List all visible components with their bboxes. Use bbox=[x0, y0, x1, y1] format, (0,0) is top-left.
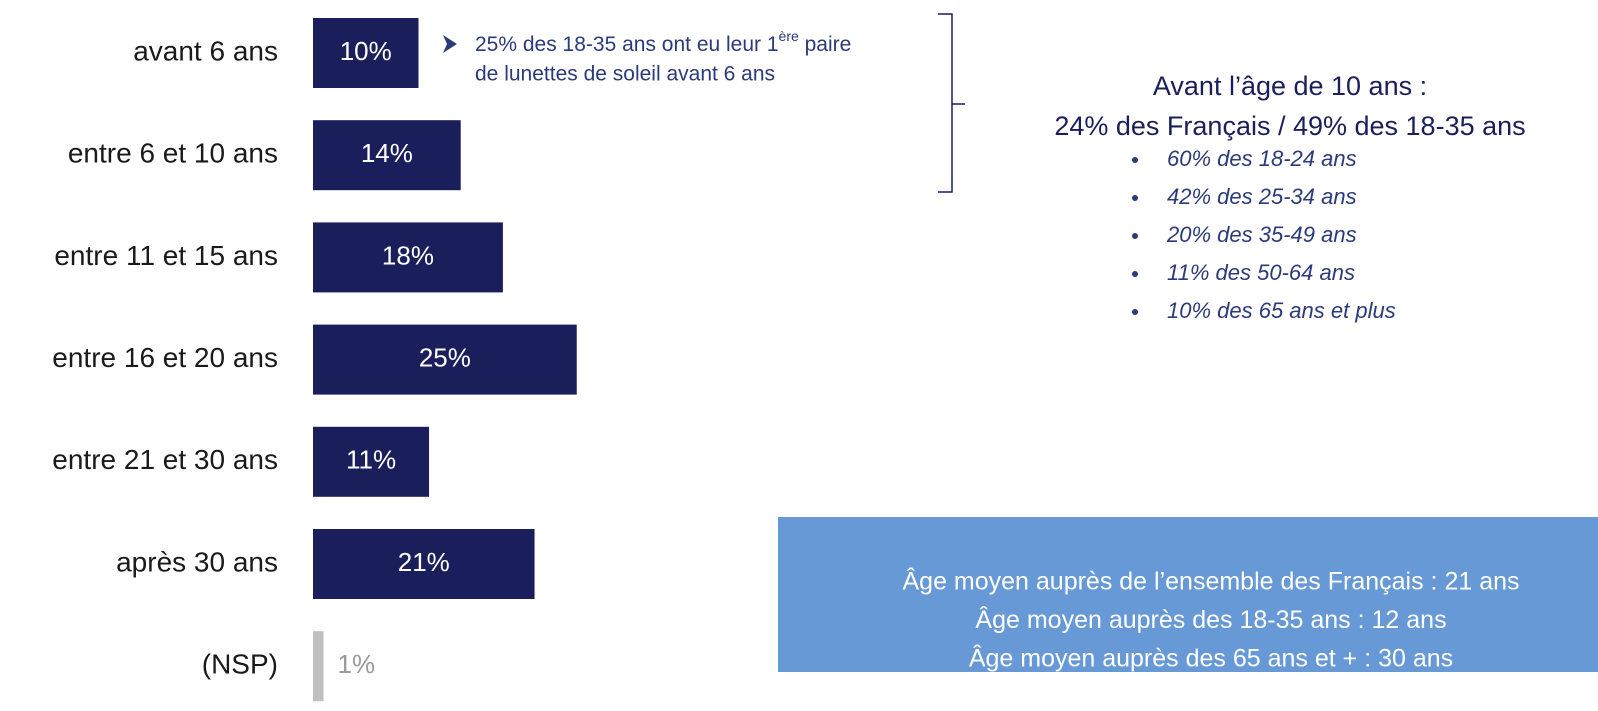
value-label: 1% bbox=[338, 649, 376, 679]
note-line-1: 25% des 18-35 ans ont eu leur 1ère paire bbox=[475, 28, 851, 56]
bar bbox=[313, 120, 461, 191]
note-line-2: de lunettes de soleil avant 6 ans bbox=[475, 63, 775, 86]
category-label: entre 11 et 15 ans bbox=[54, 240, 278, 271]
value-label: 10% bbox=[340, 36, 392, 66]
note-superscript: ère bbox=[779, 28, 799, 44]
bullet-text: 20% des 35-49 ans bbox=[1166, 222, 1357, 247]
value-label: 21% bbox=[398, 547, 450, 577]
category-label: entre 16 et 20 ans bbox=[52, 342, 278, 373]
bullet-text: 42% des 25-34 ans bbox=[1167, 184, 1357, 209]
value-label: 18% bbox=[382, 240, 434, 270]
bars: avant 6 ans 10% entre 6 et 10 ans 14% entre … bbox=[52, 18, 577, 702]
bullet-dot bbox=[1132, 271, 1138, 277]
bracket bbox=[938, 13, 965, 193]
bar bbox=[313, 631, 324, 702]
bar bbox=[313, 529, 535, 599]
value-label: 11% bbox=[346, 445, 396, 475]
bar bbox=[313, 324, 577, 395]
summary-text: Âge moyen auprès des 18-35 ans : 12 ans bbox=[975, 605, 1446, 634]
bullet-dot bbox=[1132, 157, 1138, 163]
value-label: 14% bbox=[361, 138, 413, 168]
bullet-text: 60% des 18-24 ans bbox=[1167, 146, 1357, 171]
note-text: paire bbox=[799, 33, 852, 56]
summary-text: Âge moyen auprès de l’ensemble des Franç… bbox=[902, 567, 1519, 596]
bar bbox=[313, 222, 503, 293]
bullet-dot bbox=[1132, 233, 1138, 239]
category-label: (NSP) bbox=[202, 649, 278, 680]
bullet-text: 10% des 65 ans et plus bbox=[1167, 298, 1396, 323]
note-text: 25% des 18-35 ans ont eu leur 1 bbox=[475, 33, 779, 56]
category-label: entre 6 et 10 ans bbox=[68, 138, 278, 169]
bar bbox=[313, 18, 419, 88]
summary: Âge moyen auprès de l’ensemble des Franç… bbox=[902, 567, 1519, 673]
bar bbox=[313, 426, 430, 497]
bullet-text: 11% des 50-64 ans bbox=[1167, 260, 1355, 285]
category-label: après 30 ans bbox=[116, 546, 278, 577]
bullet-dot bbox=[1132, 195, 1138, 201]
heading: Avant l’âge de 10 ans : bbox=[1153, 71, 1427, 101]
summary-box bbox=[778, 517, 1598, 672]
note-arrow bbox=[443, 35, 457, 53]
bullets: 60% des 18-24 ans 42% des 25-34 ans 20% de… bbox=[1132, 146, 1396, 323]
heading: 24% des Français / 49% des 18-35 ans bbox=[1054, 111, 1525, 141]
category-label: entre 21 et 30 ans bbox=[52, 444, 278, 475]
value-label: 25% bbox=[419, 342, 471, 372]
bullet-dot bbox=[1132, 309, 1138, 315]
summary-text: Âge moyen auprès des 65 ans et + : 30 an… bbox=[969, 644, 1453, 673]
category-label: avant 6 ans bbox=[133, 35, 278, 66]
